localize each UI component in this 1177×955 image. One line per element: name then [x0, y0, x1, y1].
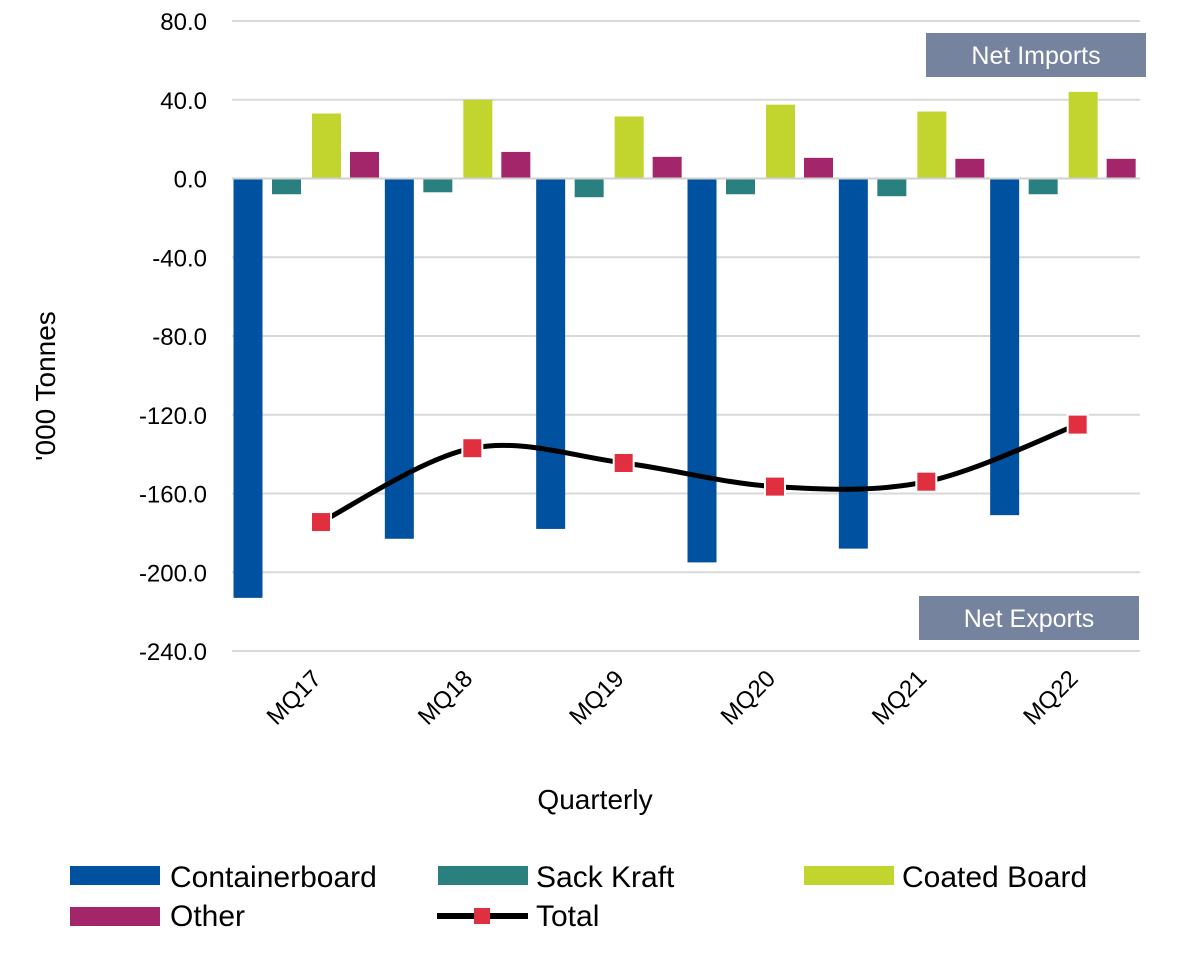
y-tick-label-160-0: -160.0 — [139, 482, 207, 509]
bar-other-mq22 — [1106, 158, 1136, 179]
marker-total-mq19 — [612, 451, 635, 474]
bar-coated-board-mq19 — [614, 116, 644, 179]
legend-item-sack-kraft: Sack Kraft — [438, 861, 675, 894]
bar-other-mq17 — [350, 151, 379, 179]
legend-swatch-sack-kraft — [438, 866, 528, 885]
legend-item-containerboard: Containerboard — [70, 861, 377, 894]
bar-sack-kraft-mq22 — [1028, 178, 1058, 195]
annotation-net-imports: Net Imports — [926, 33, 1146, 77]
marker-total-mq22 — [1066, 413, 1089, 436]
bar-other-mq21 — [955, 158, 985, 179]
legend-label-sack-kraft: Sack Kraft — [536, 861, 675, 894]
legend-marker-total — [474, 908, 490, 924]
annotation-net-exports-label: Net Exports — [964, 605, 1095, 633]
y-tick-label-40-0: 40.0 — [160, 88, 207, 115]
bars — [233, 91, 1136, 598]
x-tick-label-mq20: MQ20 — [716, 665, 781, 730]
y-tick-label-80-0: 80.0 — [160, 9, 207, 36]
bar-containerboard-mq17 — [233, 178, 263, 598]
x-tick-label-mq18: MQ18 — [413, 665, 478, 730]
bar-sack-kraft-mq21 — [877, 178, 907, 197]
bar-coated-board-mq22 — [1068, 91, 1098, 179]
y-tick-label-240-0: -240.0 — [139, 639, 207, 666]
bar-coated-board-mq18 — [463, 99, 493, 179]
bar-containerboard-mq19 — [536, 178, 566, 529]
bar-other-mq18 — [501, 151, 531, 179]
marker-total-mq17 — [310, 511, 332, 534]
annotation-net-imports-box — [926, 33, 1146, 77]
legend-swatch-coated-board — [804, 866, 894, 885]
bar-coated-board-mq17 — [312, 113, 341, 179]
legend-item-coated-board: Coated Board — [804, 861, 1087, 894]
legend-item-other: Other — [70, 900, 245, 933]
x-tick-label-mq21: MQ21 — [867, 665, 932, 730]
bar-coated-board-mq21 — [917, 111, 947, 179]
total-line-series — [310, 413, 1089, 534]
y-axis-ticks: 80.0 40.0 0.0 -40.0 -80.0 -120.0 -160.0 -200.0 -… — [139, 9, 207, 666]
bar-sack-kraft-mq18 — [423, 178, 453, 193]
x-tick-label-mq19: MQ19 — [564, 665, 629, 730]
bar-containerboard-mq20 — [687, 178, 717, 563]
legend-label-containerboard: Containerboard — [170, 861, 377, 894]
y-tick-label-40-0: -40.0 — [152, 245, 207, 272]
x-tick-label-mq17: MQ17 — [262, 665, 327, 730]
legend-item-total: Total — [437, 900, 599, 933]
bar-sack-kraft-mq20 — [726, 178, 755, 195]
y-tick-label-200-0: -200.0 — [139, 560, 207, 587]
legend-swatch-other — [70, 907, 160, 926]
legend-swatch-containerboard — [70, 866, 160, 885]
bar-sack-kraft-mq19 — [574, 178, 604, 198]
x-axis-title: Quarterly — [537, 784, 652, 815]
bar-sack-kraft-mq17 — [272, 178, 301, 195]
x-tick-label-mq22: MQ22 — [1018, 665, 1083, 730]
y-axis-title: '000 Tonnes — [30, 311, 61, 461]
bar-containerboard-mq22 — [990, 178, 1020, 516]
annotation-net-exports-box — [919, 596, 1139, 640]
bar-coated-board-mq20 — [766, 104, 795, 179]
marker-total-mq18 — [461, 437, 484, 460]
bar-containerboard-mq21 — [838, 178, 868, 549]
bar-other-mq20 — [804, 157, 833, 179]
x-axis-ticks: MQ17 MQ18 MQ19 MQ20 MQ21 MQ22 — [262, 665, 1084, 730]
line-total — [319, 422, 1079, 525]
y-tick-label-0-0: 0.0 — [174, 167, 207, 194]
legend: Containerboard Sack Kraft Coated Board O… — [70, 861, 1087, 933]
marker-total-mq21 — [915, 470, 938, 493]
y-tick-label-120-0: -120.0 — [139, 403, 207, 430]
legend-label-other: Other — [170, 900, 245, 933]
marker-total-mq20 — [764, 475, 786, 498]
annotation-net-imports-label: Net Imports — [971, 42, 1100, 70]
legend-label-coated-board: Coated Board — [902, 861, 1087, 894]
annotation-net-exports: Net Exports — [919, 596, 1139, 640]
bar-other-mq19 — [652, 156, 682, 179]
y-tick-label-80-0: -80.0 — [152, 324, 207, 351]
legend-label-total: Total — [536, 900, 599, 933]
